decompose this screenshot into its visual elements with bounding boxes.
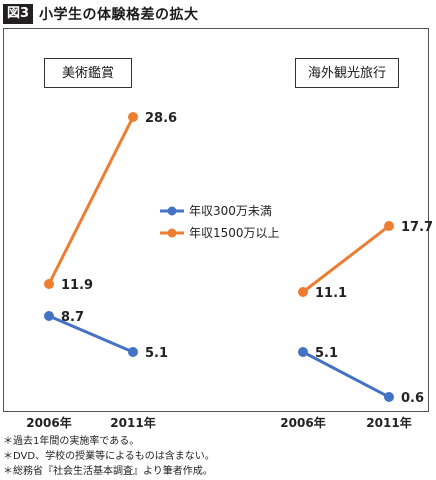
data-point: [44, 311, 54, 321]
data-point: [298, 287, 308, 297]
series-line: [302, 350, 390, 399]
x-tick-label: 2006年: [280, 415, 325, 430]
data-label: 28.6: [145, 111, 177, 126]
series-line: [47, 116, 135, 285]
data-label: 5.1: [315, 346, 338, 361]
series-line: [302, 224, 390, 294]
footnote: ＊総務省『社会生活基本調査』より筆者作成。: [3, 466, 213, 477]
legend-marker: [167, 206, 177, 216]
data-label: 17.7: [401, 220, 433, 235]
data-label: 5.1: [145, 346, 168, 361]
legend-marker: [167, 228, 177, 238]
data-point: [384, 221, 394, 231]
data-label: 8.7: [61, 310, 84, 325]
footnote: ＊過去1年間の実施率である。: [3, 436, 140, 447]
data-point: [128, 347, 138, 357]
data-point: [44, 279, 54, 289]
figure-title: 小学生の体験格差の拡大: [39, 7, 199, 23]
data-label: 0.6: [401, 391, 424, 406]
series-line: [48, 314, 134, 354]
data-point: [128, 112, 138, 122]
legend-label: 年収1500万以上: [189, 226, 280, 240]
footnote: ＊DVD、学校の授業等によるものは含まない。: [3, 451, 215, 462]
x-tick-label: 2011年: [110, 415, 155, 430]
data-point: [384, 392, 394, 402]
x-tick-label: 2011年: [366, 415, 411, 430]
figure-number-badge: 図3: [3, 4, 34, 24]
chart-frame: [3, 28, 429, 412]
legend-label: 年収300万未満: [189, 204, 272, 218]
data-label: 11.1: [315, 286, 347, 301]
data-point: [298, 347, 308, 357]
panel-label-art-viewing: 美術鑑賞: [44, 58, 132, 88]
panel-label-overseas-travel: 海外観光旅行: [295, 58, 399, 88]
x-tick-label: 2006年: [26, 415, 71, 430]
data-label: 11.9: [61, 278, 93, 293]
figure-title-row: 図3 小学生の体験格差の拡大: [3, 3, 199, 25]
footnotes: ＊過去1年間の実施率である。 ＊DVD、学校の授業等によるものは含まない。 ＊総…: [3, 434, 215, 479]
